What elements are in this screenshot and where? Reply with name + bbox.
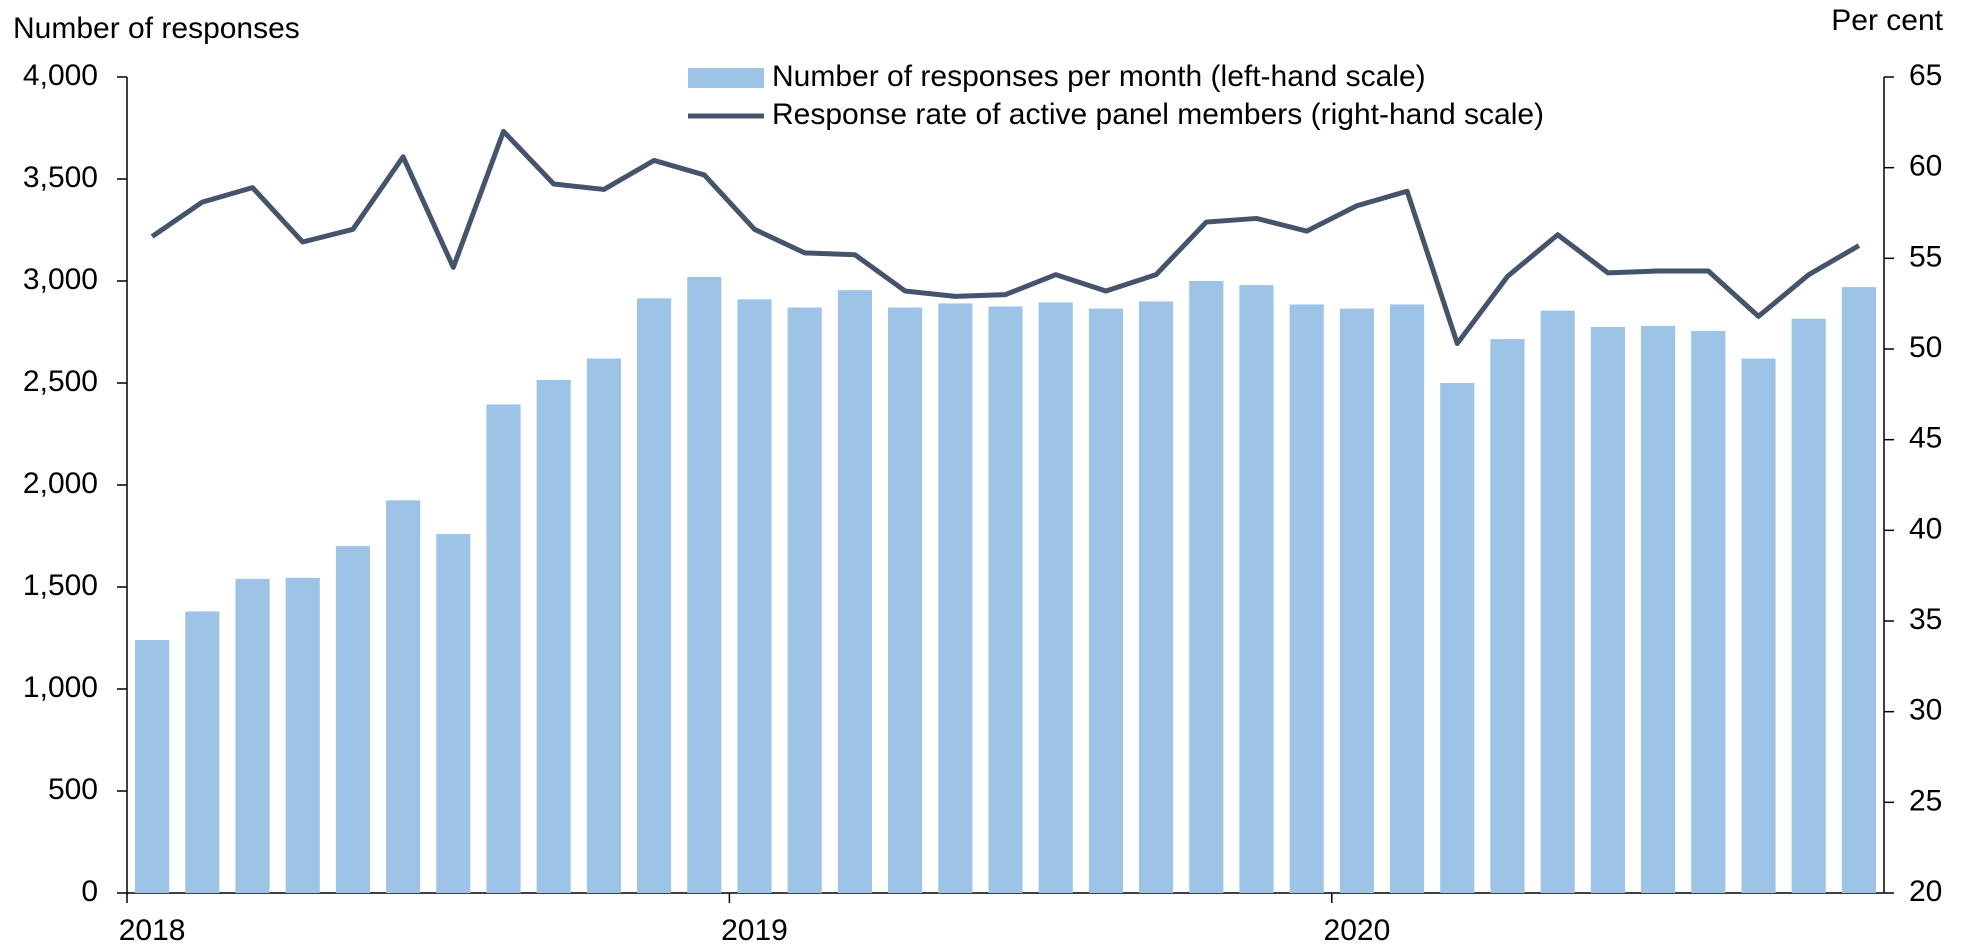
- bar: [988, 306, 1023, 893]
- y-tick-label: 4,000: [23, 59, 98, 92]
- y-tick-label: 1,500: [23, 569, 98, 602]
- bar: [1590, 326, 1625, 893]
- y2-tick-label: 25: [1909, 784, 1942, 817]
- bar: [436, 533, 471, 893]
- y2-axis-title: Per cent: [1831, 4, 1943, 37]
- bar: [1239, 285, 1274, 894]
- y2-tick-label: 60: [1909, 150, 1942, 183]
- y2-tick-label: 45: [1909, 422, 1942, 455]
- y-tick-label: 500: [48, 773, 98, 806]
- bar: [1540, 310, 1575, 894]
- x-tick-label: 2018: [119, 914, 186, 946]
- bar: [1289, 304, 1324, 894]
- bar: [135, 640, 170, 893]
- y2-tick-label: 20: [1909, 875, 1942, 908]
- bar: [1038, 302, 1073, 893]
- y2-tick-label: 30: [1909, 694, 1942, 727]
- bar: [1189, 281, 1224, 893]
- legend-label: Number of responses per month (left-hand…: [772, 60, 1426, 93]
- bar: [837, 290, 872, 893]
- y2-tick-label: 50: [1909, 331, 1942, 364]
- y-axis-title: Number of responses: [13, 12, 300, 45]
- bar: [486, 404, 521, 893]
- line: [150, 128, 1861, 347]
- bar: [285, 577, 320, 893]
- y-tick-label: 0: [81, 875, 98, 908]
- bar: [737, 299, 772, 893]
- bar: [1741, 358, 1776, 893]
- bar: [1490, 339, 1525, 893]
- y2-tick-label: 55: [1909, 240, 1942, 273]
- y2-tick-label: 35: [1909, 603, 1942, 636]
- y2-tick-label: 40: [1909, 512, 1942, 545]
- bar: [938, 303, 973, 893]
- bar: [185, 611, 220, 893]
- bar: [1139, 301, 1174, 893]
- bar: [1791, 318, 1826, 893]
- bar: [235, 578, 270, 893]
- y-tick-label: 2,500: [23, 365, 98, 398]
- bar: [1088, 308, 1123, 893]
- y-tick-label: 3,500: [23, 161, 98, 194]
- bar: [1691, 330, 1726, 894]
- bar: [687, 276, 722, 893]
- bar: [386, 500, 421, 893]
- bar: [1390, 304, 1425, 894]
- y-tick-label: 1,000: [23, 671, 98, 704]
- y-tick-label: 2,000: [23, 467, 98, 500]
- bar: [888, 307, 923, 893]
- legend-swatch: [688, 68, 764, 88]
- bar: [787, 307, 822, 893]
- bar: [637, 298, 672, 894]
- bar: [1339, 308, 1374, 893]
- bar: [1841, 287, 1876, 893]
- x-tick-label: 2019: [721, 914, 788, 946]
- y-tick-label: 3,000: [23, 263, 98, 296]
- legend-label: Response rate of active panel members (r…: [772, 98, 1544, 131]
- bar: [1641, 325, 1676, 893]
- bar: [1440, 383, 1475, 893]
- bar: [586, 358, 621, 893]
- x-tick-label: 2020: [1324, 914, 1391, 946]
- bar: [536, 379, 571, 893]
- y2-tick-label: 65: [1909, 59, 1942, 92]
- bar: [335, 546, 370, 893]
